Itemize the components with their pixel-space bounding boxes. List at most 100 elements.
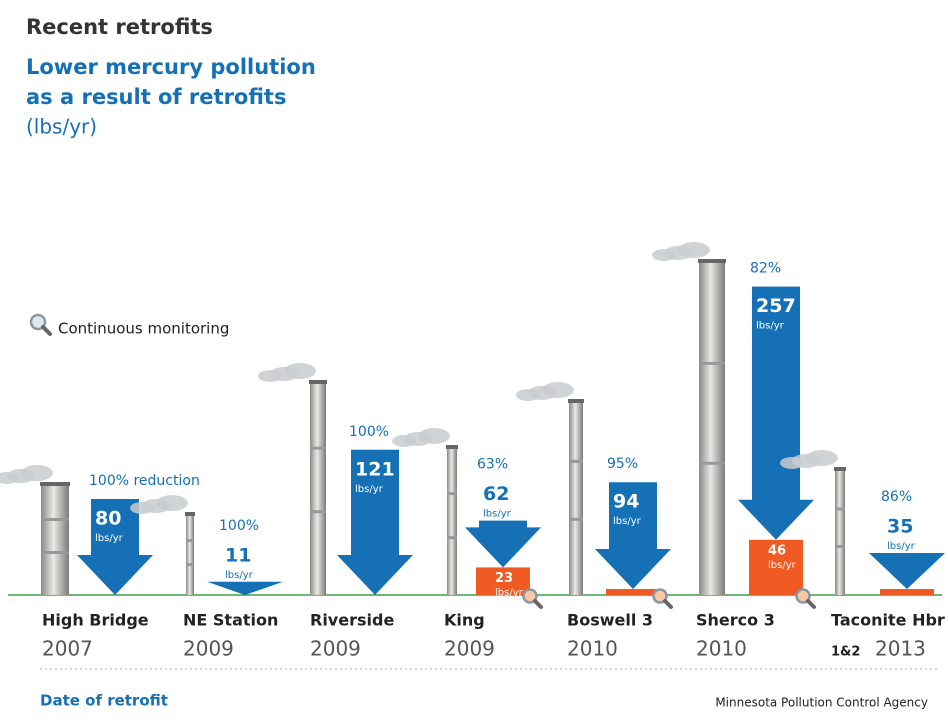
before-unit-label: lbs/yr: [95, 533, 124, 544]
before-value-label: 94: [613, 491, 639, 513]
category-label: High Bridge: [42, 611, 149, 630]
stack-band: [835, 507, 845, 511]
before-arrow: [595, 482, 671, 589]
before-arrow: [207, 581, 283, 595]
before-unit-label: lbs/yr: [887, 541, 916, 552]
before-unit-label: lbs/yr: [355, 484, 384, 495]
category-label: Riverside: [310, 611, 394, 630]
smoke: [0, 472, 19, 484]
year-label: 2013: [875, 637, 926, 661]
stack-cap: [568, 399, 584, 403]
before-unit-label: lbs/yr: [613, 516, 642, 527]
legend-icon: [29, 313, 52, 336]
stack-cap: [446, 445, 458, 449]
before-arrow: [738, 286, 814, 540]
source: Minnesota Pollution Control Agency: [715, 696, 928, 710]
legend-label: Continuous monitoring: [58, 320, 229, 338]
stack-band: [699, 461, 725, 465]
stack-band: [447, 492, 457, 496]
monitor-icon-handle: [663, 599, 673, 609]
monitor-icon-handle: [806, 599, 816, 609]
stack-band: [569, 517, 583, 521]
smoke: [780, 457, 804, 469]
stack-band: [186, 539, 194, 542]
monitor-icon: [652, 588, 668, 604]
after-bar: [606, 589, 660, 595]
monitor-icon: [795, 588, 811, 604]
smokestack: [835, 470, 845, 595]
subtitle: Lower mercury pollution: [26, 55, 316, 79]
smokestack: [41, 485, 69, 595]
title: Recent retrofits: [26, 15, 213, 39]
before-value-label: 121: [355, 458, 395, 480]
stack-band: [310, 446, 326, 450]
stack-cap: [309, 380, 327, 384]
reduction-label: 95%: [607, 456, 638, 472]
monitor-icon-handle: [533, 599, 543, 609]
before-arrow: [869, 553, 945, 589]
stack-cap: [185, 512, 195, 516]
category-label: Taconite Hbr: [831, 611, 945, 630]
stack-band: [41, 518, 69, 521]
stack-cap: [698, 259, 726, 263]
year-label: 2009: [310, 637, 361, 661]
before-unit-label: lbs/yr: [483, 509, 512, 520]
year-label: 2010: [696, 637, 747, 661]
reduction-label: 100% reduction: [89, 473, 200, 489]
after-value-label: 46: [768, 543, 786, 558]
stack-cap: [40, 482, 70, 486]
x-label: Date of retrofit: [40, 692, 168, 710]
stack-band: [447, 536, 457, 540]
category-label: King: [444, 611, 485, 630]
stack-band: [41, 551, 69, 554]
category-label: Sherco 3: [696, 611, 775, 630]
before-value-label: 62: [483, 483, 509, 505]
category-sublabel: 1&2: [831, 645, 860, 660]
reduction-label: 100%: [349, 424, 389, 440]
stack-cap: [834, 467, 846, 471]
before-unit-label: lbs/yr: [225, 570, 254, 581]
after-bar: [749, 539, 803, 595]
year-label: 2009: [183, 637, 234, 661]
monitor-icon: [522, 588, 538, 604]
before-arrow: [77, 499, 153, 595]
smoke: [130, 502, 154, 514]
year-label: 2010: [567, 637, 618, 661]
smokestack: [447, 448, 457, 595]
before-value-label: 80: [95, 508, 121, 530]
before-value-label: 11: [225, 544, 251, 566]
smoke: [392, 435, 416, 447]
reduction-label: 100%: [219, 518, 259, 534]
stack-band: [835, 545, 845, 548]
before-arrow: [337, 449, 413, 595]
category-label: Boswell 3: [567, 611, 653, 630]
subtitle: as a result of retrofits: [26, 85, 286, 109]
after-bar: [476, 567, 530, 595]
smokestack: [310, 383, 326, 595]
smokestack: [186, 515, 194, 595]
stack-band: [699, 361, 725, 365]
after-bar: [880, 589, 934, 595]
reduction-label: 82%: [750, 261, 781, 277]
before-value-label: 35: [887, 516, 913, 538]
smoke: [516, 389, 540, 401]
before-unit-label: lbs/yr: [756, 321, 785, 332]
stack-band: [569, 459, 583, 463]
reduction-label: 86%: [881, 489, 912, 505]
before-value-label: 257: [756, 295, 796, 317]
after-unit-label: lbs/yr: [495, 587, 524, 598]
stack-band: [310, 510, 326, 514]
after-unit-label: lbs/yr: [768, 560, 797, 571]
after-value-label: 23: [495, 571, 513, 586]
reduction-label: 63%: [477, 457, 508, 473]
stack-band: [186, 563, 194, 566]
before-arrow: [465, 520, 541, 568]
smokestack: [569, 402, 583, 595]
year-label: 2007: [42, 637, 93, 661]
category-label: NE Station: [183, 611, 278, 630]
smoke: [258, 370, 282, 382]
smokestack: [699, 262, 725, 595]
year-label: 2009: [444, 637, 495, 661]
unit-label: (lbs/yr): [26, 115, 97, 139]
